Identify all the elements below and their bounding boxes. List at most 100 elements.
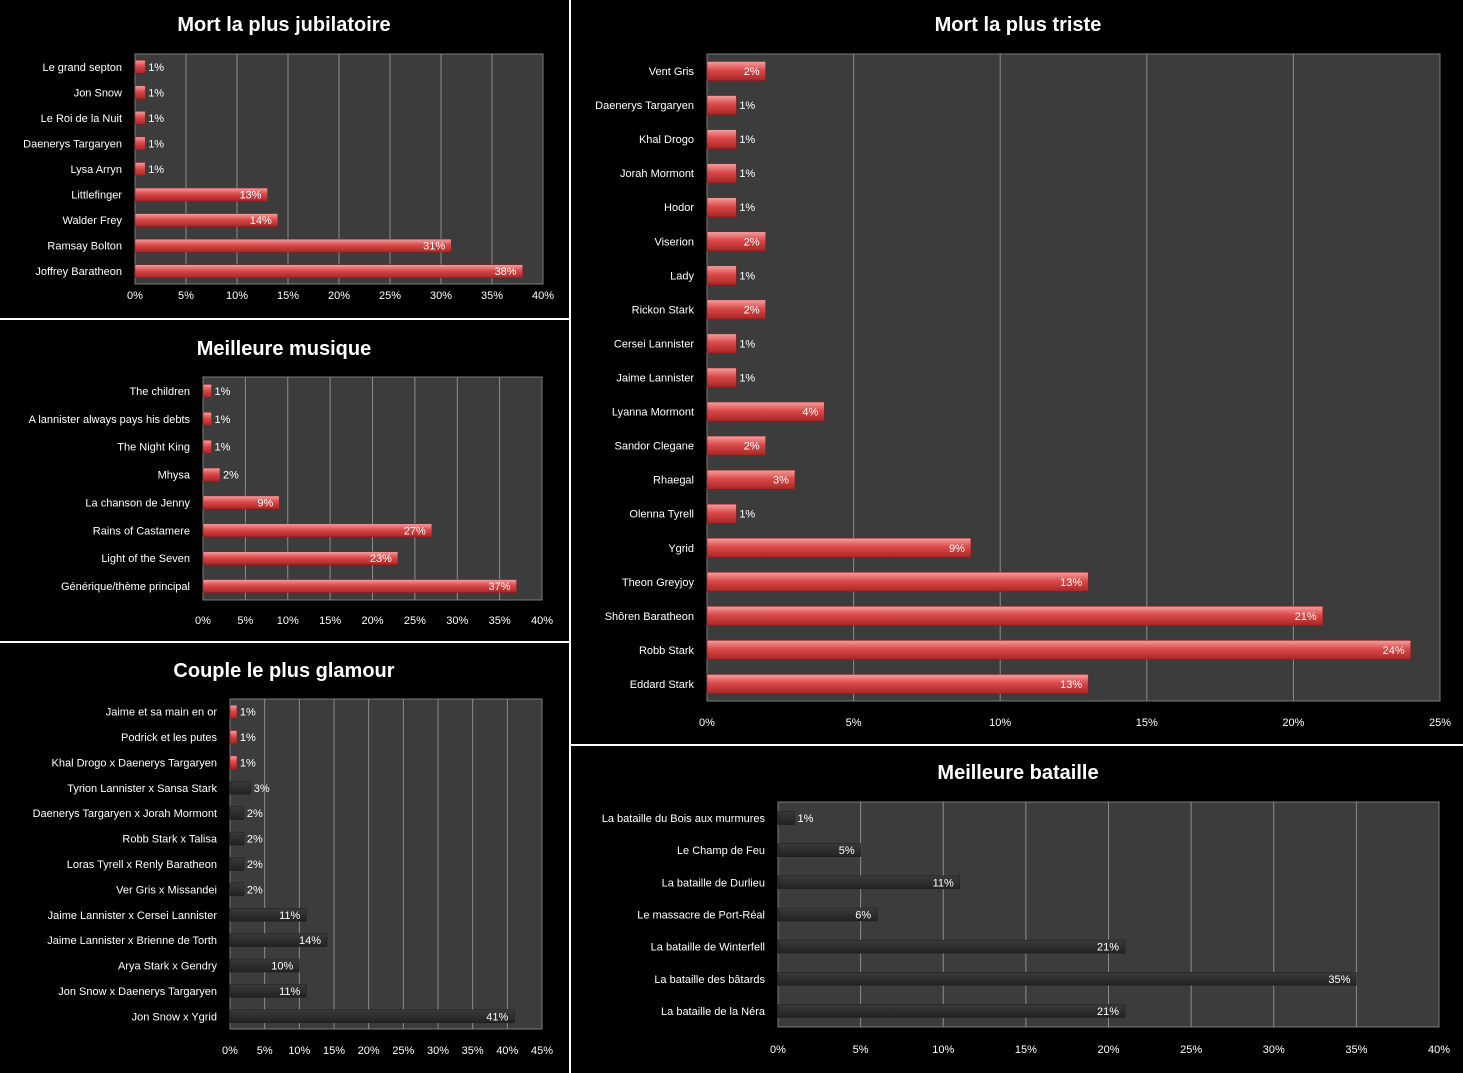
separator-right <box>571 744 1463 746</box>
musique-category-label: Light of the Seven <box>101 553 190 565</box>
glamour-data-label: 41% <box>486 1011 508 1023</box>
glamour-category-label: Tyrion Lannister x Sansa Stark <box>67 783 217 795</box>
triste-data-label: 1% <box>739 509 755 521</box>
triste-data-label: 4% <box>802 407 818 419</box>
glamour-tick-label: 20% <box>358 1045 380 1057</box>
jubilatoire-bar <box>134 213 279 227</box>
chart-mort-triste: Mort la plus triste 0% 5% 10% 15% 20% 25% Vent … <box>573 0 1463 743</box>
bataille-data-label: 1% <box>798 813 814 825</box>
glamour-data-label: 1% <box>240 707 256 719</box>
chart-couple-glamour: Couple le plus glamour 0% 5% 10% 15% 20% 25% 30… <box>0 645 568 1073</box>
jubilatoire-tick-label: 0% <box>127 290 143 302</box>
triste-data-label: 1% <box>739 100 755 112</box>
triste-category-label: Olenna Tyrell <box>629 509 694 521</box>
triste-category-label: Rickon Stark <box>632 304 695 316</box>
musique-data-label: 23% <box>370 553 392 565</box>
jubilatoire-bar <box>134 85 146 100</box>
bataille-bar <box>777 811 795 825</box>
triste-bar <box>706 606 1323 626</box>
glamour-data-label: 2% <box>247 859 263 871</box>
musique-tick-label: 40% <box>531 615 553 627</box>
triste-category-label: Ygrid <box>668 543 694 555</box>
triste-data-label: 13% <box>1060 679 1082 691</box>
triste-bar <box>706 435 766 456</box>
triste-data-label: 1% <box>739 202 755 214</box>
triste-chart-svg: Mort la plus triste 0% 5% 10% 15% 20% 25% Vent … <box>595 14 1451 729</box>
triste-category-label: Shôren Baratheon <box>605 611 694 623</box>
triste-data-label: 2% <box>744 304 760 316</box>
triste-tick-label: 15% <box>1136 717 1158 729</box>
triste-bar <box>706 61 766 81</box>
jubilatoire-bar <box>134 60 146 74</box>
bataille-bar <box>777 875 961 890</box>
musique-data-label: 37% <box>489 581 511 593</box>
triste-data-label: 1% <box>739 270 755 282</box>
musique-chart-title: Meilleure musique <box>197 338 372 360</box>
glamour-bar <box>229 730 238 744</box>
triste-category-label: Jorah Mormont <box>620 168 694 180</box>
glamour-plot-area <box>229 698 543 1030</box>
triste-bar <box>706 469 796 490</box>
triste-data-label: 1% <box>739 134 755 146</box>
glamour-bar <box>229 704 238 719</box>
separator-left-2 <box>0 641 569 643</box>
jubilatoire-data-label: 1% <box>148 87 164 99</box>
jubilatoire-bar <box>134 136 146 151</box>
jubilatoire-tick-label: 15% <box>277 290 299 302</box>
glamour-bar <box>229 806 245 820</box>
glamour-bar <box>229 857 245 871</box>
musique-bar <box>202 551 399 565</box>
jubilatoire-tick-label: 35% <box>481 290 503 302</box>
bataille-chart-svg: Meilleure bataille 0% 5% 10% 15% 20% 25% 30% 35%… <box>602 762 1450 1056</box>
glamour-category-label: Jon Snow x Ygrid <box>132 1011 217 1023</box>
triste-category-label: Rhaegal <box>653 475 694 487</box>
bataille-category-label: La bataille de Winterfell <box>651 942 765 954</box>
bataille-category-label: Le massacre de Port-Réal <box>637 910 765 922</box>
jubilatoire-data-label: 13% <box>240 190 262 202</box>
bataille-tick-label: 15% <box>1015 1044 1037 1056</box>
glamour-data-label: 3% <box>254 783 270 795</box>
triste-bar <box>706 197 737 217</box>
jubilatoire-data-label: 1% <box>148 113 164 125</box>
jubilatoire-data-label: 1% <box>148 138 164 150</box>
triste-data-label: 1% <box>739 338 755 350</box>
jubilatoire-category-label: Le Roi de la Nuit <box>41 113 122 125</box>
musique-tick-label: 15% <box>319 615 341 627</box>
bataille-bar <box>777 843 861 857</box>
musique-category-label: Mhysa <box>158 470 191 482</box>
glamour-data-label: 2% <box>247 834 263 846</box>
triste-bar <box>706 163 737 183</box>
musique-tick-label: 20% <box>361 615 383 627</box>
glamour-tick-label: 5% <box>257 1045 273 1057</box>
musique-data-label: 1% <box>214 386 230 398</box>
triste-bar <box>706 265 737 286</box>
musique-data-label: 1% <box>214 442 230 454</box>
triste-category-label: Lady <box>670 270 694 282</box>
musique-tick-label: 5% <box>237 615 253 627</box>
glamour-category-label: Jaime Lannister x Brienne de Torth <box>47 935 217 947</box>
bataille-bar <box>777 1004 1126 1018</box>
glamour-data-label: 11% <box>279 910 300 922</box>
bataille-data-label: 11% <box>933 877 954 889</box>
jubilatoire-data-label: 1% <box>148 164 164 176</box>
separator-vertical <box>569 0 571 1073</box>
triste-tick-label: 0% <box>699 717 715 729</box>
triste-category-label: Cersei Lannister <box>614 338 694 350</box>
triste-bar <box>706 503 737 524</box>
bataille-tick-label: 0% <box>770 1044 786 1056</box>
glamour-category-label: Arya Stark x Gendry <box>118 961 218 973</box>
triste-category-label: Eddard Stark <box>630 679 695 691</box>
jubilatoire-category-label: Lysa Arryn <box>70 164 122 176</box>
glamour-bar <box>229 908 307 922</box>
jubilatoire-chart-title: Mort la plus jubilatoire <box>177 14 390 36</box>
triste-category-label: Vent Gris <box>649 66 695 78</box>
triste-tick-label: 20% <box>1282 717 1304 729</box>
triste-category-label: Khal Drogo <box>639 134 694 146</box>
triste-category-label: Sandor Clegane <box>614 441 694 453</box>
triste-category-label: Theon Greyjoy <box>622 577 695 589</box>
glamour-tick-label: 10% <box>288 1045 310 1057</box>
musique-category-label: Rains of Castamere <box>93 525 190 537</box>
bataille-bar <box>777 972 1357 986</box>
musique-data-label: 9% <box>257 497 273 509</box>
glamour-category-label: Daenerys Targaryen x Jorah Mormont <box>33 808 217 820</box>
